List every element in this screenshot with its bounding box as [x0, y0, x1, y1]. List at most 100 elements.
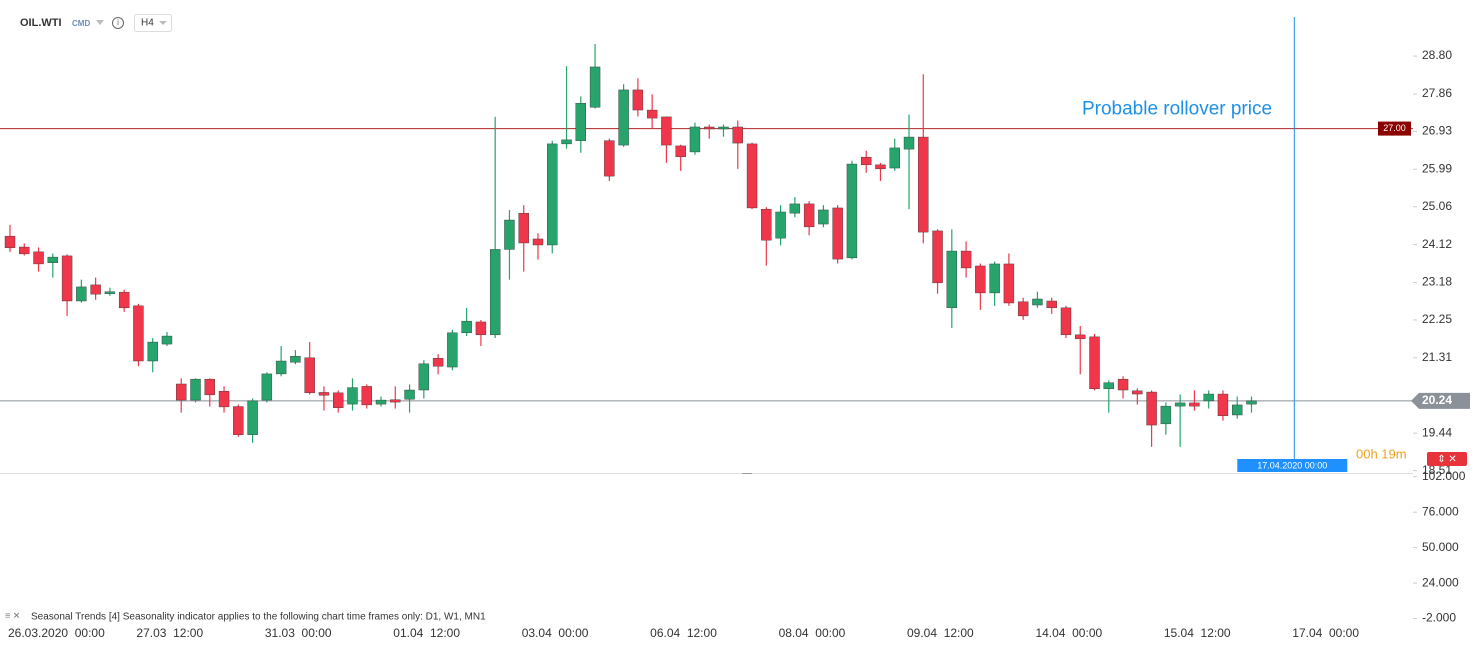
candle-body: [975, 265, 986, 294]
candle-body: [832, 207, 843, 260]
indicator-note: Seasonal Trends [4] Seasonality indicato…: [31, 612, 486, 623]
candle-body: [461, 320, 472, 334]
candle-body: [204, 378, 215, 396]
candle-body: [1017, 301, 1029, 317]
candle-body: [375, 399, 387, 405]
annotation: Probable rollover price: [1082, 99, 1272, 120]
candle-body: [561, 139, 572, 145]
candle-body: [347, 387, 358, 405]
candle-body: [475, 321, 487, 336]
marker-date: 17.04.2020 00:00: [1257, 460, 1327, 470]
x-tick-label: 03.04 00:00: [522, 626, 589, 640]
symbol: OIL.WTI: [20, 17, 62, 29]
candle-body: [575, 103, 586, 141]
candle-body: [90, 284, 101, 295]
candle-body: [689, 126, 701, 153]
candle-body: [518, 212, 529, 244]
y2-tick-label: 50.000: [1422, 540, 1459, 554]
candle-body: [1203, 393, 1214, 402]
y2-tick-label: 102.000: [1422, 469, 1466, 483]
candle-body: [646, 109, 658, 119]
candle-body: [1075, 334, 1086, 340]
x-tick-label: 26.03.2020 00:00: [8, 626, 105, 640]
candle-body: [1132, 390, 1143, 395]
candle-body: [732, 126, 743, 144]
candle-body: [190, 378, 201, 401]
candle-body: [789, 203, 801, 214]
candle-body: [547, 143, 558, 246]
candle-body: [1089, 336, 1100, 390]
candle-body: [1103, 382, 1114, 390]
candle-body: [233, 406, 244, 435]
candle-body: [604, 140, 615, 177]
candle-body: [775, 211, 786, 239]
candle-body: [875, 164, 886, 170]
dropdown-caret[interactable]: [96, 20, 104, 25]
y-tick-label: 25.99: [1422, 161, 1452, 175]
candle-body: [333, 392, 344, 408]
candle-body: [161, 335, 173, 345]
x-tick-label: 01.04 12:00: [393, 626, 460, 640]
candle-body: [1117, 378, 1129, 391]
info-i: i: [117, 18, 119, 27]
y-tick-label: 27.86: [1422, 86, 1452, 100]
candle-body: [118, 291, 130, 309]
x-tick-label: 17.04 00:00: [1292, 626, 1359, 640]
candle-body: [1146, 391, 1157, 426]
candle-body: [818, 209, 829, 225]
candle-body: [1174, 402, 1186, 407]
y-tick-label: 18.51: [1422, 463, 1452, 477]
candle-body: [33, 251, 44, 265]
candle-body: [618, 89, 629, 146]
y-tick-label: 24.12: [1422, 237, 1452, 251]
candle-body: [218, 391, 230, 408]
y2-tick-label: -2.000: [1422, 611, 1456, 625]
timeframe: H4: [141, 18, 154, 29]
rollover-label-box: [1378, 121, 1411, 136]
x-tick-label: 27.03 12:00: [136, 626, 203, 640]
candle-body: [675, 145, 686, 157]
candle-body: [918, 136, 929, 233]
candle-body: [1032, 298, 1043, 306]
x-tick-label: 06.04 12:00: [650, 626, 717, 640]
candle-body: [304, 357, 315, 394]
candle-body: [889, 147, 900, 169]
candle-body: [946, 250, 958, 309]
candle-body: [532, 238, 544, 246]
candle-body: [290, 355, 301, 363]
candle-body: [1246, 400, 1257, 405]
candle-body: [147, 341, 158, 362]
candle-body: [361, 386, 372, 406]
candle-body: [176, 383, 187, 401]
info-icon[interactable]: [112, 17, 124, 29]
price-label: 20.24: [1422, 393, 1452, 407]
indicator-icon[interactable]: ≡ ✕: [5, 610, 20, 620]
candle-body: [261, 373, 273, 401]
candle-body: [318, 392, 330, 396]
candle-body: [447, 332, 458, 368]
x-tick-label: 15.04 12:00: [1164, 626, 1231, 640]
candle-body: [1003, 263, 1015, 304]
candle-body: [960, 250, 972, 269]
candle-body: [104, 291, 116, 294]
candle-body: [4, 235, 16, 249]
candle-body: [275, 360, 287, 375]
candle-body: [746, 143, 758, 209]
rollover-label: 27.00: [1383, 123, 1406, 133]
candle-body: [1160, 405, 1172, 425]
candle-body: [19, 246, 30, 255]
candle-body: [1217, 393, 1229, 416]
candle-body: [903, 136, 915, 150]
close-button[interactable]: [1427, 452, 1467, 466]
candle-body: [704, 126, 715, 130]
close-icons: ⇕ ✕: [1437, 454, 1457, 465]
candle-body: [1189, 402, 1200, 407]
candle-body: [803, 203, 815, 228]
candle-body: [932, 230, 943, 284]
candle-body: [1060, 307, 1072, 336]
timeframe-box[interactable]: [134, 14, 172, 32]
candle-body: [47, 256, 59, 263]
marker-date-box: [1237, 459, 1348, 472]
candle-body: [1046, 300, 1057, 309]
candle-body: [133, 305, 144, 362]
